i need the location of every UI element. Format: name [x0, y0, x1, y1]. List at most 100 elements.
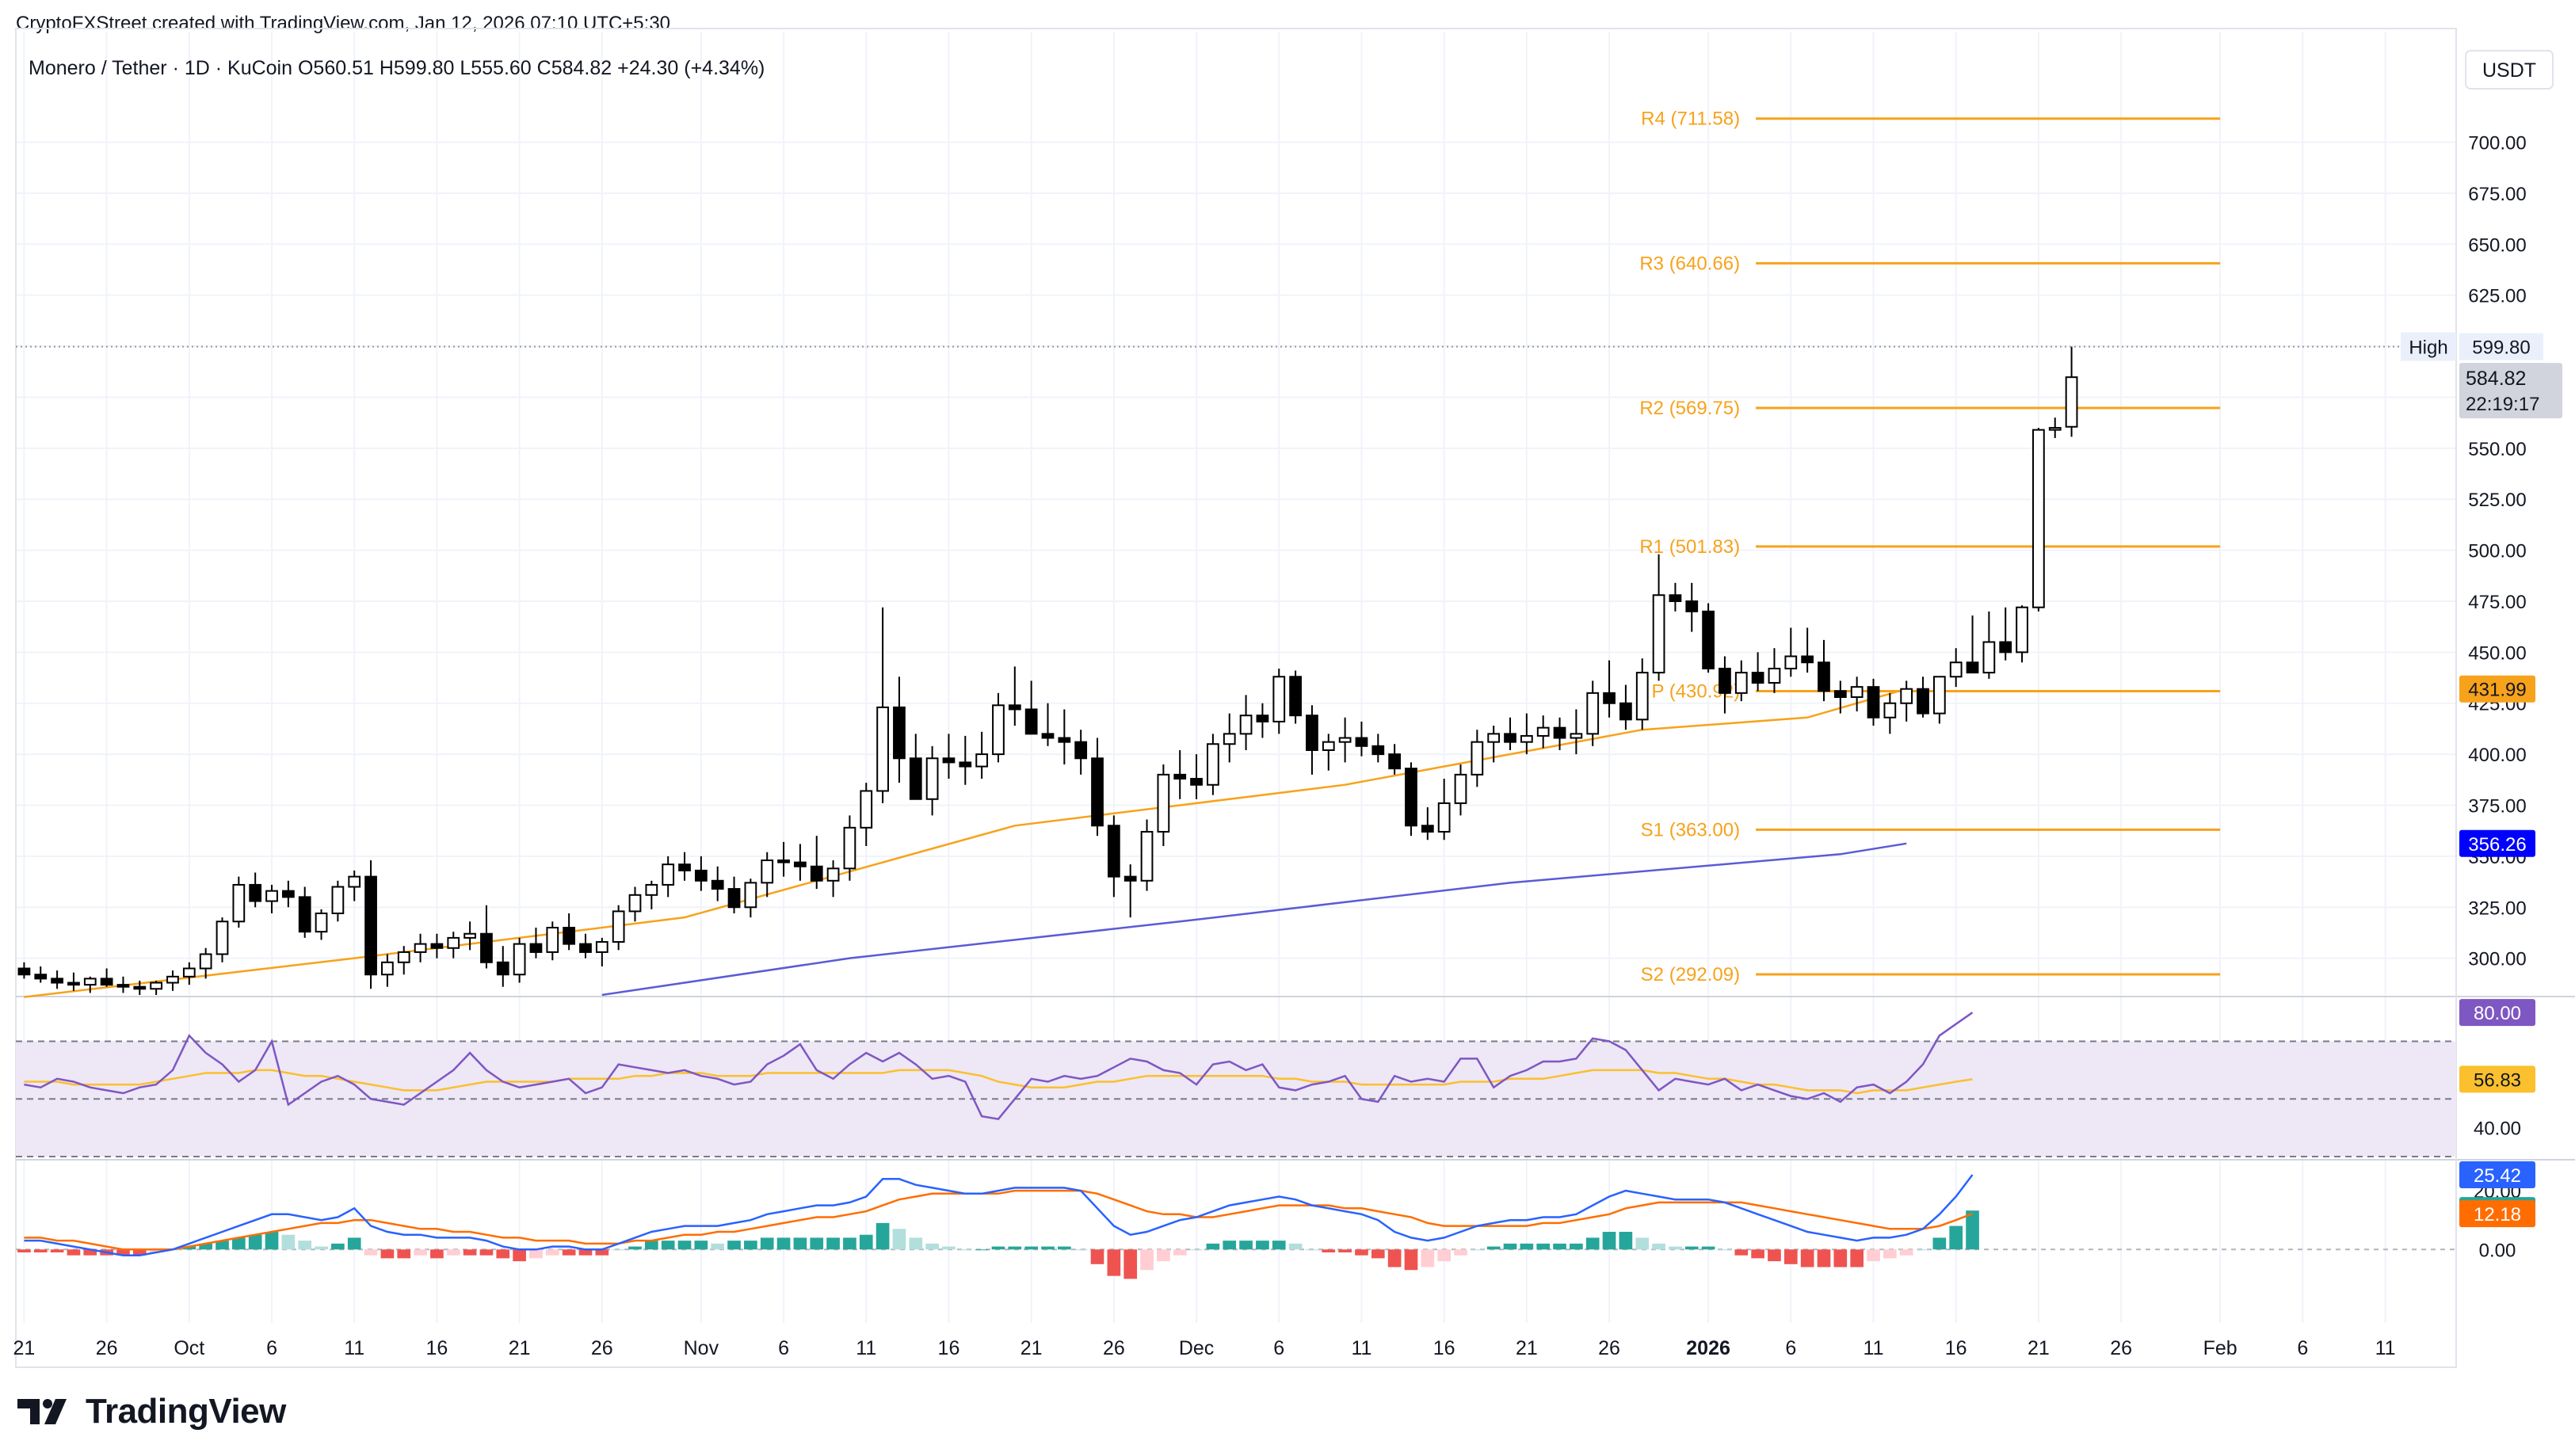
candle	[1619, 684, 1632, 730]
candle	[1949, 648, 1963, 688]
candle	[464, 921, 476, 951]
candle	[397, 946, 410, 975]
legend-h-label: H	[380, 57, 394, 79]
candle-body-down	[430, 943, 444, 949]
candle-body-up	[1850, 686, 1864, 699]
candle-body-up	[1272, 676, 1286, 722]
macd-histogram-bar	[1520, 1243, 1534, 1250]
candle	[2016, 605, 2028, 663]
macd-histogram-bar	[1949, 1225, 1963, 1250]
candle-body-down	[1751, 672, 1764, 684]
candle-body-up	[2016, 606, 2028, 654]
time-tick-label: Nov	[684, 1337, 719, 1359]
macd-histogram-bar	[67, 1249, 81, 1256]
candle-body-up	[414, 943, 427, 953]
currency-button[interactable]: USDT	[2465, 50, 2554, 90]
macd-histogram-bar	[496, 1249, 510, 1259]
candle	[216, 917, 229, 962]
tradingview-logo[interactable]: TradingView	[17, 1386, 286, 1437]
legend-close: 584.82	[551, 57, 617, 79]
macd-histogram-bar	[1585, 1237, 1600, 1250]
price-tick-label: 675.00	[2468, 184, 2526, 205]
legend-l-label: L	[460, 57, 471, 79]
candle-body-up	[1982, 641, 1996, 674]
candle	[529, 928, 543, 959]
candle	[1982, 611, 1996, 679]
candle-body-down	[1685, 600, 1699, 612]
candle-body-up	[1338, 737, 1352, 743]
candle	[1157, 764, 1170, 847]
candle	[645, 880, 658, 909]
candle-body-up	[2065, 376, 2078, 428]
candle-body-up	[182, 967, 196, 978]
macd-histogram-bar	[1652, 1243, 1665, 1250]
rsi-value-box	[2459, 999, 2535, 1027]
time-tick-label: 26	[1598, 1337, 1620, 1359]
candle-body-down	[298, 896, 311, 933]
candle	[182, 962, 196, 985]
candle-body-up	[975, 753, 989, 768]
time-tick-label: 16	[938, 1337, 960, 1359]
macd-histogram-bar	[1768, 1249, 1781, 1262]
high-value-box	[2459, 333, 2543, 360]
candle	[1536, 715, 1550, 749]
candle	[1883, 692, 1897, 734]
candle	[166, 970, 179, 991]
macd-histogram-bar	[843, 1237, 856, 1250]
pivot-label: R3 (640.66)	[1639, 253, 1740, 274]
macd-histogram-bar	[1074, 1249, 1088, 1251]
candle-body-down	[480, 932, 493, 963]
candle	[1471, 730, 1484, 787]
macd-histogram-bar	[876, 1222, 890, 1250]
candle-body-down	[777, 859, 790, 863]
candle	[810, 836, 823, 890]
macd-histogram-bar	[1437, 1249, 1451, 1262]
candle-body-down	[1256, 715, 1269, 722]
candle	[546, 921, 559, 961]
candle-body-up	[1570, 733, 1583, 739]
candle	[794, 844, 807, 881]
candle-body-up	[1536, 726, 1550, 737]
candle	[1421, 807, 1434, 840]
candle	[1570, 709, 1583, 755]
macd-histogram-bar	[199, 1243, 212, 1250]
price-tick-label: 450.00	[2468, 642, 2526, 664]
candle-body-up	[761, 859, 774, 884]
time-tick-label: Feb	[2203, 1337, 2237, 1359]
candle	[1437, 779, 1451, 840]
macd-histogram-bar	[810, 1237, 824, 1250]
candle-body-up	[612, 910, 625, 943]
macd-histogram-bar	[1684, 1246, 1699, 1250]
candle-body-up	[1157, 773, 1170, 833]
candle-body-up	[381, 961, 394, 976]
macd-histogram-bar	[892, 1229, 906, 1250]
candle-body-up	[348, 875, 361, 888]
macd-histogram-bar	[1305, 1249, 1319, 1251]
price-tick-label: 500.00	[2468, 541, 2526, 562]
candle-body-up	[464, 932, 476, 939]
candle-body-up	[1239, 715, 1253, 735]
ema-200-line	[601, 842, 1907, 997]
macd-histogram-bar	[711, 1243, 725, 1250]
candle-body-down	[133, 985, 147, 990]
candle	[1371, 734, 1385, 763]
macd-histogram-bar	[33, 1249, 48, 1252]
candle	[1702, 603, 1715, 673]
macd-histogram-bar	[793, 1237, 807, 1250]
candle-body-down	[17, 967, 31, 976]
macd-histogram-bar	[1503, 1243, 1517, 1250]
candle-body-down	[1833, 690, 1847, 699]
candle	[298, 886, 311, 938]
macd-histogram-bar	[1669, 1246, 1682, 1250]
legend-open: 560.51	[313, 57, 379, 79]
ema-50-value-box	[2459, 675, 2535, 703]
candle	[1768, 648, 1781, 693]
candle-body-down	[1619, 702, 1632, 721]
candle-body-up	[876, 706, 889, 792]
candle	[1091, 738, 1104, 837]
candle	[1107, 815, 1120, 898]
candle-body-up	[216, 920, 229, 955]
macd-histogram-bar	[1966, 1210, 1979, 1250]
pivot-label: R4 (711.58)	[1641, 109, 1740, 130]
